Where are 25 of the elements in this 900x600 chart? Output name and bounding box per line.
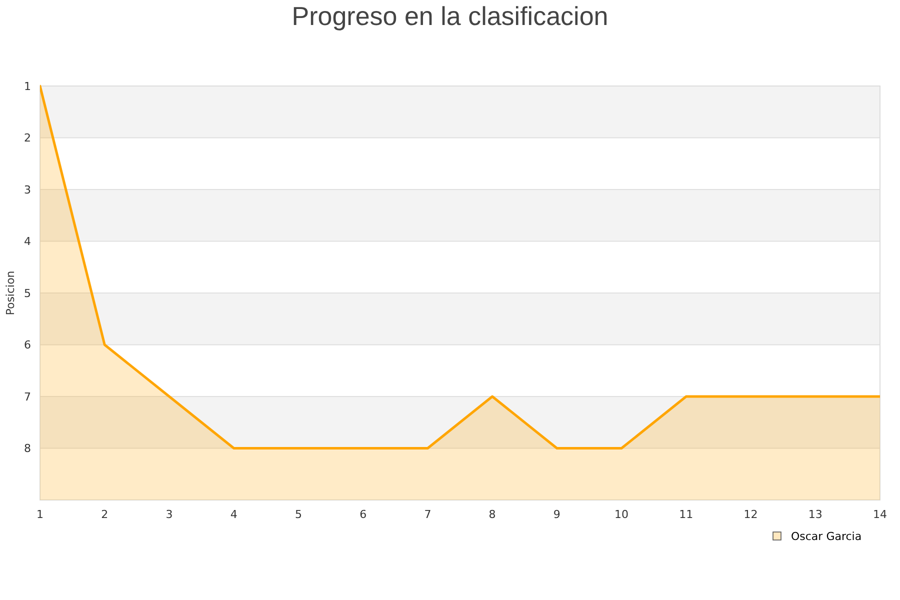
- x-tick-label: 10: [614, 508, 629, 521]
- legend-label: Oscar Garcia: [791, 530, 862, 543]
- y-tick-label: 5: [24, 286, 31, 300]
- y-tick-label: 1: [24, 80, 31, 93]
- y-tick-label: 3: [24, 183, 31, 196]
- x-tick-label: 4: [230, 508, 238, 521]
- y-tick-label: 7: [24, 390, 31, 404]
- x-tick-label: 12: [744, 508, 758, 521]
- x-tick-label: 3: [166, 508, 173, 521]
- x-tick-label: 7: [424, 508, 432, 521]
- x-tick-label: 5: [294, 508, 302, 521]
- x-tick-label: 6: [360, 508, 367, 521]
- y-axis-title: Posicion: [4, 270, 17, 316]
- y-tick-label: 6: [24, 338, 31, 352]
- chart-title: Progreso en la clasificacion: [292, 1, 608, 31]
- x-tick-label: 14: [873, 508, 887, 521]
- x-tick-label: 11: [679, 508, 694, 521]
- x-tick-label: 2: [101, 508, 108, 521]
- y-tick-label: 4: [24, 235, 31, 248]
- x-tick-label: 8: [488, 508, 496, 521]
- x-tick-label: 1: [36, 508, 44, 521]
- x-tick-label: 9: [553, 508, 560, 521]
- y-tick-label: 8: [24, 442, 31, 456]
- x-tick-label: 13: [808, 508, 822, 521]
- y-tick-label: 2: [24, 132, 31, 145]
